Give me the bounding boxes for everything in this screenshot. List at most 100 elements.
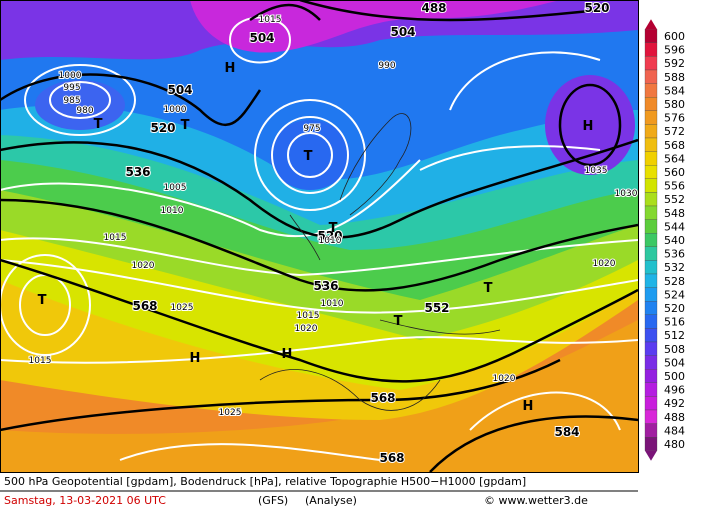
legend-label: 572 [664, 125, 685, 138]
legend-label: 568 [664, 139, 685, 152]
isobar-label: 1030 [615, 189, 638, 199]
pressure-center: T [304, 149, 313, 164]
pressure-center: T [38, 293, 47, 308]
legend-label: 496 [664, 384, 685, 397]
legend-swatch [644, 355, 658, 370]
legend-swatch [644, 56, 658, 71]
legend-arrow [645, 19, 657, 30]
pressure-center: H [225, 61, 236, 76]
coastlines [259, 113, 501, 411]
geopotential-label: 568 [370, 391, 395, 405]
isobar-label: 1020 [132, 261, 155, 271]
legend-swatch [644, 260, 658, 275]
legend-swatch [644, 137, 658, 152]
legend-label: 540 [664, 234, 685, 247]
legend-swatch [644, 409, 658, 424]
geopotential-label: 584 [554, 425, 579, 439]
pressure-center: T [181, 118, 190, 133]
legend-label: 564 [664, 152, 685, 165]
isobar-label: 1020 [219, 408, 242, 418]
geopotential-label: 520 [317, 229, 342, 243]
isobar-label: 1020 [295, 324, 318, 334]
legend-swatch [644, 328, 658, 343]
legend-swatch [644, 273, 658, 288]
geopotential-label: 520 [584, 1, 609, 15]
geopotential-label: 536 [125, 165, 150, 179]
geopotential-label: 568 [379, 451, 404, 465]
legend-label: 552 [664, 193, 685, 206]
geopotential-label: 504 [390, 25, 415, 39]
geopotential-label: 520 [150, 121, 175, 135]
legend-swatch [644, 246, 658, 261]
map-labels: 504 504 504 488 520 520 536 520 536 552 568 568 568 5… [28, 0, 639, 466]
isobar-label: 1015 [104, 233, 127, 243]
legend-swatch [644, 178, 658, 193]
isobar-label: 1010 [321, 299, 344, 309]
pressure-center: T [484, 281, 493, 296]
legend-label: 584 [664, 84, 685, 97]
legend-label: 524 [664, 288, 685, 301]
legend-label: 504 [664, 356, 685, 369]
isobar-label: 1015 [259, 15, 282, 25]
isobar-label: 1035 [585, 166, 608, 176]
legend-label: 600 [664, 30, 685, 43]
isobar-label: 1010 [319, 236, 342, 246]
footer-analysis: (Analyse) [305, 494, 357, 507]
legend-label: 536 [664, 248, 685, 261]
footer-model: (GFS) [258, 494, 288, 507]
legend-label: 516 [664, 316, 685, 329]
isobar-label: 1015 [297, 311, 320, 321]
legend-swatch [644, 151, 658, 166]
legend-label: 556 [664, 180, 685, 193]
legend-label: 500 [664, 370, 685, 383]
legend-label: 528 [664, 275, 685, 288]
isobar-label: 1000 [59, 71, 82, 81]
legend-swatch [644, 233, 658, 247]
isobar-label: 1025 [219, 408, 242, 418]
legend-arrow [645, 450, 657, 461]
isobar-label: 1020 [593, 259, 616, 269]
isobar-label: 1000 [164, 105, 187, 115]
legend-swatch [644, 437, 658, 451]
map-frame [0, 0, 639, 473]
legend-swatch [644, 341, 658, 356]
pressure-center: H [190, 351, 201, 366]
legend-label: 596 [664, 44, 685, 57]
band [35, 80, 125, 130]
geopotential-label: 568 [132, 299, 157, 313]
legend-label: 520 [664, 302, 685, 315]
legend-label: 492 [664, 397, 685, 410]
legend-swatch [644, 219, 658, 234]
pressure-center: T [329, 221, 338, 236]
legend-label: 544 [664, 220, 685, 233]
geopotential-label: 552 [424, 301, 449, 315]
legend-label: 580 [664, 98, 685, 111]
legend-swatch [644, 205, 658, 220]
geopotential-label: 504 [167, 83, 192, 97]
pressure-center: H [282, 347, 293, 362]
legend-swatch [644, 110, 658, 125]
isobar-label: 985 [63, 96, 80, 106]
legend-swatch [644, 42, 658, 57]
legend-label: 508 [664, 343, 685, 356]
pressure-center: H [583, 119, 594, 134]
pressure-center: T [394, 314, 403, 329]
legend-label: 488 [664, 411, 685, 424]
band [190, 0, 560, 53]
map-field [0, 0, 638, 472]
legend-swatch [644, 83, 658, 98]
geopotential-contours [0, 0, 638, 472]
isobar-label: 1015 [29, 356, 52, 366]
legend-swatch [644, 69, 658, 84]
footer-date: Samstag, 13-03-2021 06 UTC [4, 494, 166, 507]
isobar-label: 975 [303, 124, 320, 134]
isobar-label: 1025 [171, 303, 194, 313]
isobar-label: 990 [378, 61, 395, 71]
legend-swatch [644, 396, 658, 411]
legend-label: 576 [664, 112, 685, 125]
isobar-label: 1005 [164, 183, 187, 193]
legend-swatch [644, 423, 658, 438]
band [270, 120, 350, 190]
